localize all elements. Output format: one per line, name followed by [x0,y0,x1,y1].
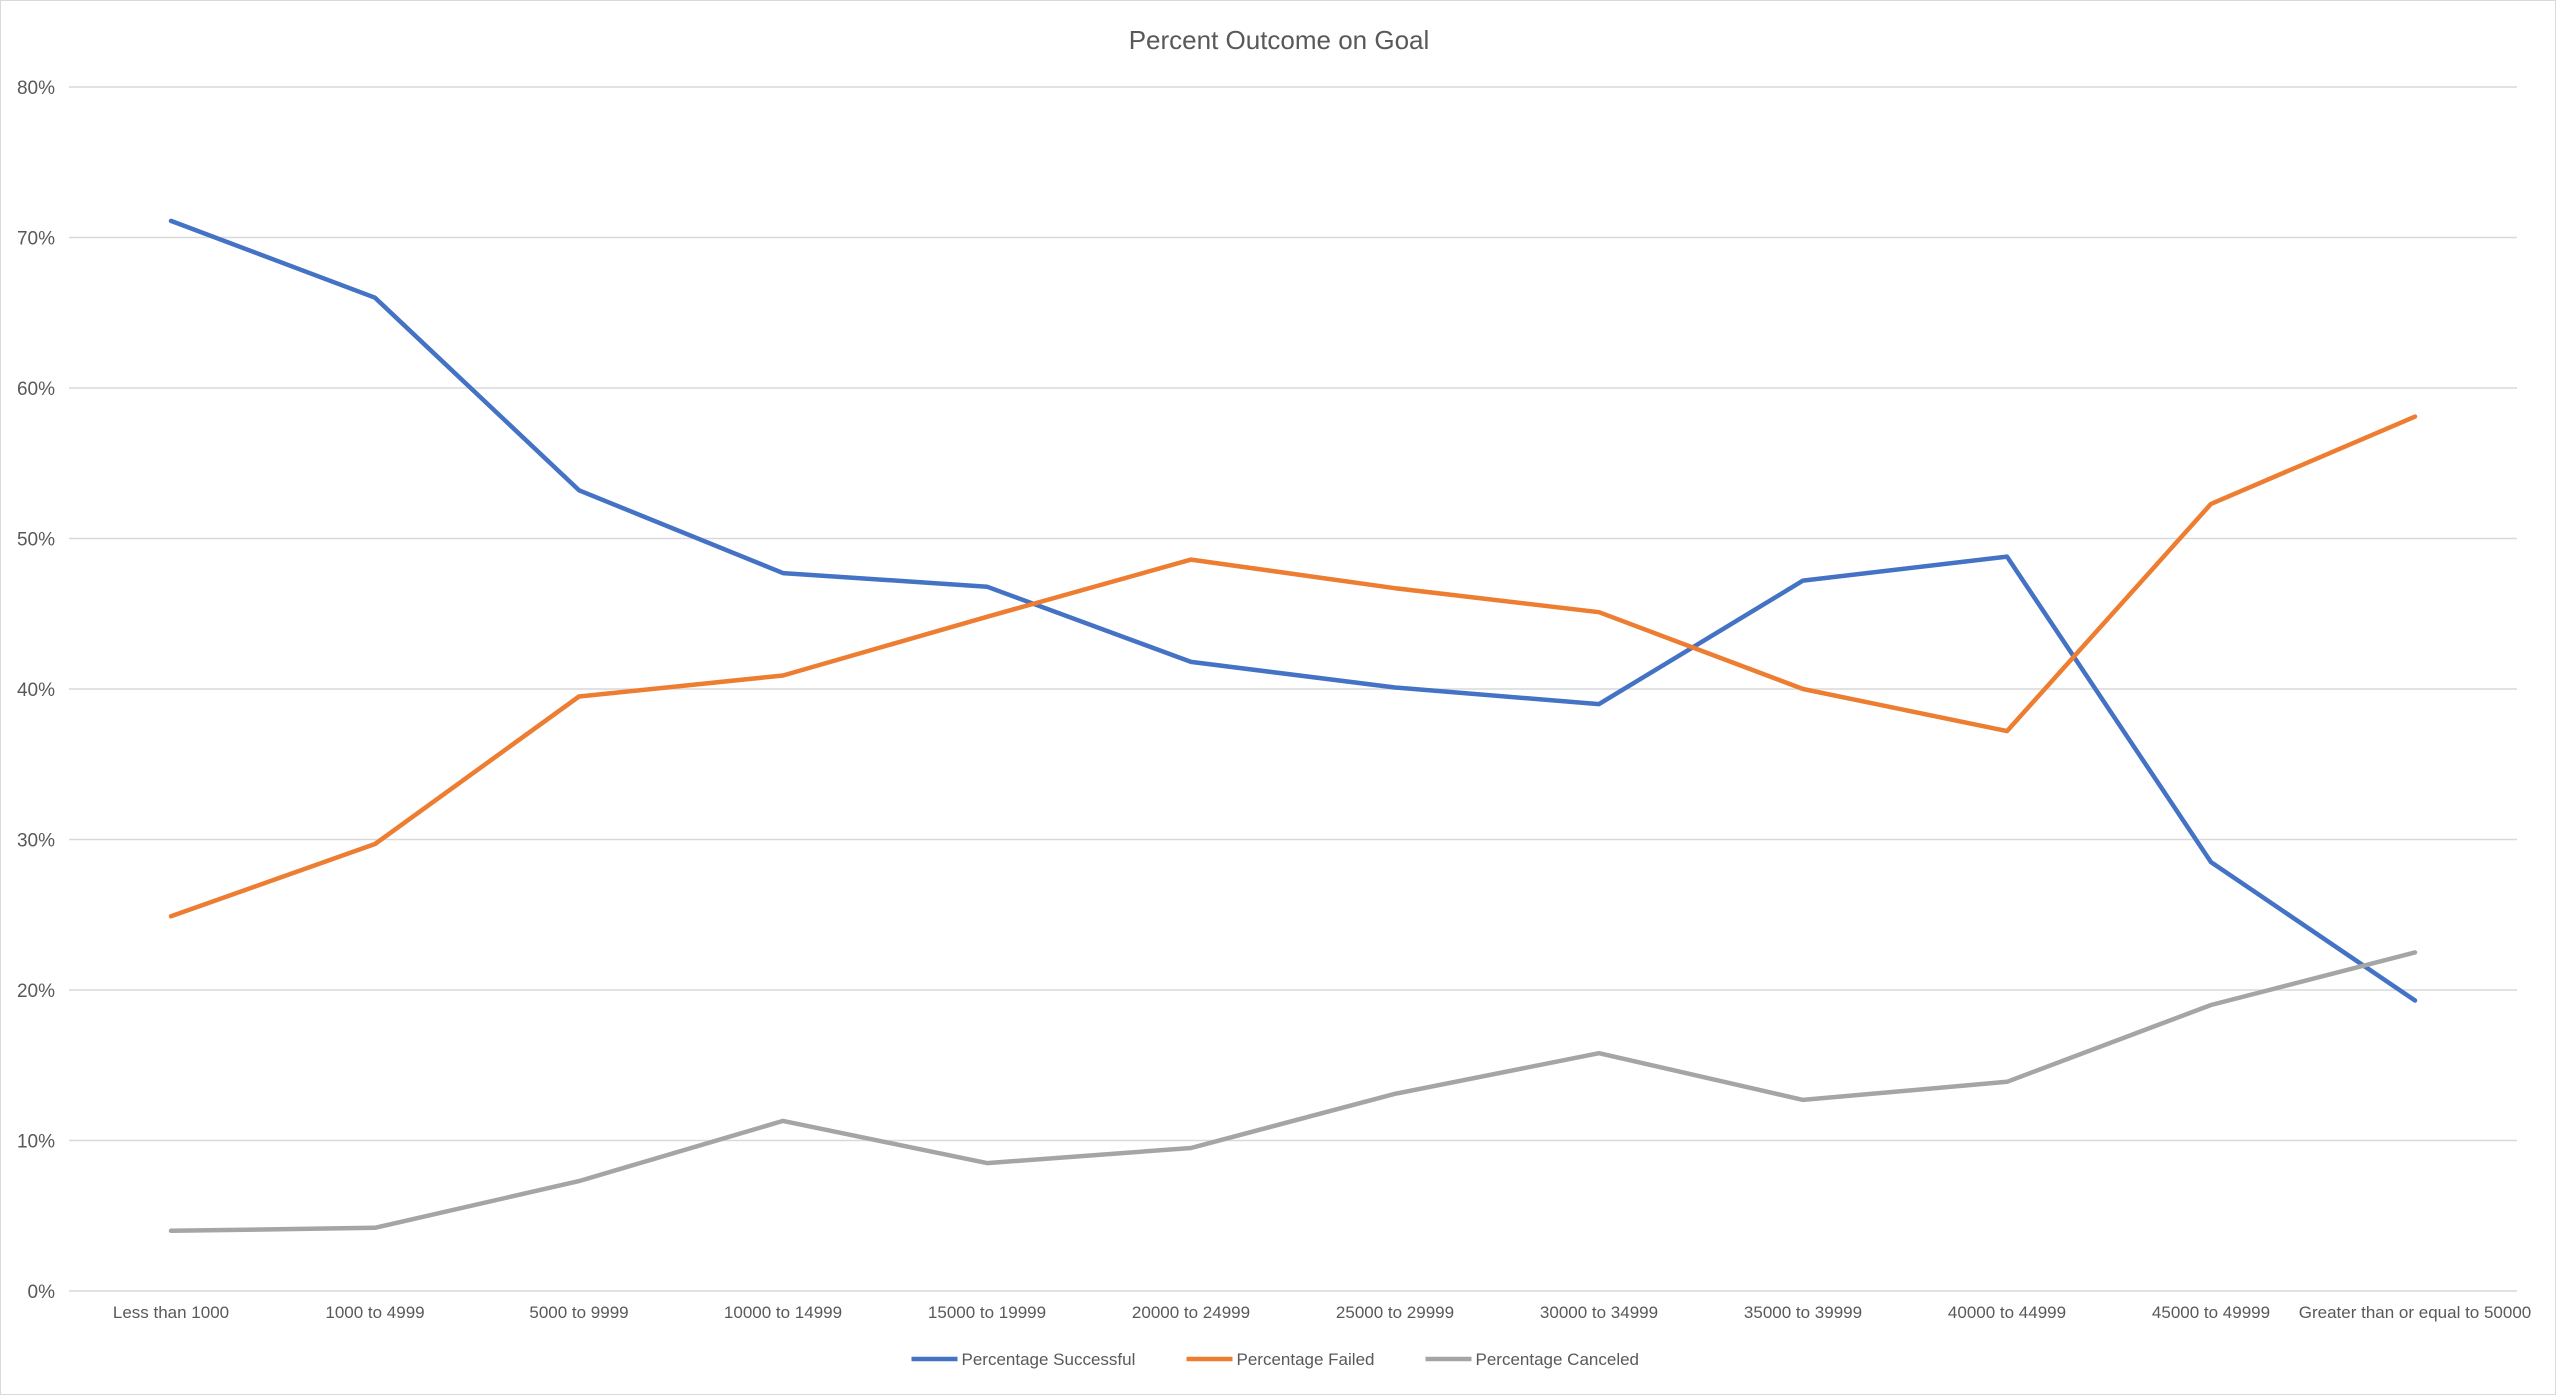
x-tick-label: 35000 to 39999 [1744,1303,1862,1322]
legend-label-percentage-canceled: Percentage Canceled [1476,1350,1640,1369]
legend: Percentage Successful Percentage Failed Pe… [911,1350,1640,1369]
y-tick-label: 80% [17,78,55,99]
x-tick-label: Greater than or equal to 50000 [2299,1303,2532,1322]
x-tick-label: Less than 1000 [113,1303,229,1322]
y-tick-label: 0% [28,1282,56,1303]
y-tick-label: 40% [17,680,55,701]
x-tick-label: 25000 to 29999 [1336,1303,1454,1322]
x-tick-label: 10000 to 14999 [724,1303,842,1322]
y-tick-label: 30% [17,831,55,852]
legend-label-percentage-failed: Percentage Failed [1237,1350,1375,1369]
y-tick-label: 70% [17,229,55,250]
x-axis-tick-labels: Less than 1000 1000 to 4999 5000 to 9999 10… [113,1303,2531,1322]
x-tick-label: 30000 to 34999 [1540,1303,1658,1322]
x-tick-label: 1000 to 4999 [325,1303,424,1322]
series-lines [168,218,2418,1234]
series-line-percentage-canceled [168,950,2418,1234]
y-tick-label: 20% [17,981,55,1002]
y-tick-label: 50% [17,530,55,551]
chart-title: Percent Outcome on Goal [1129,25,1430,55]
gridlines [69,86,2517,1292]
series-line-percentage-failed [168,414,2418,919]
series-line-percentage-successful [168,218,2418,1003]
x-tick-label: 40000 to 44999 [1948,1303,2066,1322]
x-tick-label: 5000 to 9999 [529,1303,628,1322]
y-axis-tick-labels: 0% 10% 20% 30% 40% 50% 60% 70% 80% [17,78,55,1303]
x-tick-label: 15000 to 19999 [928,1303,1046,1322]
legend-label-percentage-successful: Percentage Successful [962,1350,1136,1369]
y-tick-label: 10% [17,1132,55,1153]
x-tick-label: 20000 to 24999 [1132,1303,1250,1322]
x-tick-label: 45000 to 49999 [2152,1303,2270,1322]
y-tick-label: 60% [17,379,55,400]
